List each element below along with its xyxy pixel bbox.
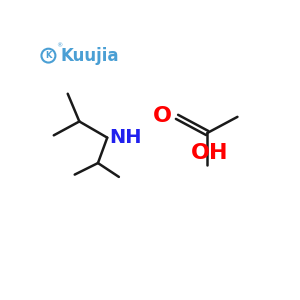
Text: O: O	[153, 106, 172, 126]
Text: K: K	[45, 51, 52, 60]
Text: Kuujia: Kuujia	[61, 46, 119, 64]
Text: NH: NH	[110, 128, 142, 147]
Text: OH: OH	[191, 143, 228, 163]
Text: ®: ®	[56, 44, 62, 49]
